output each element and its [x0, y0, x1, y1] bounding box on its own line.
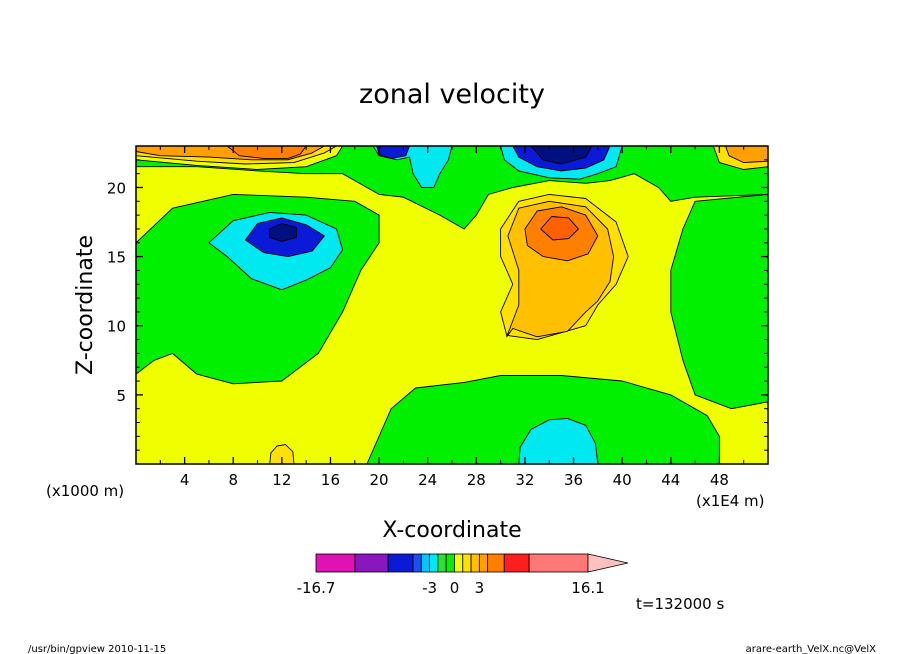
field-darkorange-mid [540, 216, 579, 241]
field-green-right [670, 193, 769, 410]
colorbar-segment [354, 553, 389, 573]
x-tick-label: 8 [228, 471, 238, 489]
colorbar-label: 0 [450, 579, 460, 597]
colorbar-segment [437, 553, 447, 573]
y-tick-label: 15 [107, 249, 126, 267]
x-tick-label: 12 [272, 471, 291, 489]
footer-right: arare-earth_VelX.nc@VelX [746, 644, 877, 654]
colorbar-segment [412, 553, 422, 573]
colorbar-segment [478, 553, 489, 573]
colorbar-segment [387, 553, 414, 573]
colorbar-extend-arrow [587, 553, 629, 573]
colorbar-segment [454, 553, 464, 573]
x-axis: 4 8 12 16 20 24 28 32 36 40 44 48 [159, 146, 745, 489]
x-tick-label: 28 [467, 471, 486, 489]
colorbar-segment [315, 553, 356, 573]
colorbar: -16.7 -3 0 3 16.1 [297, 553, 629, 597]
x-tick-label: 44 [661, 471, 680, 489]
y-axis: 5 10 15 20 [107, 159, 768, 451]
footer-left: /usr/bin/gpview 2010-11-15 [28, 644, 166, 654]
colorbar-label: 3 [475, 579, 485, 597]
field-cyan-bottom [518, 417, 599, 465]
chart-title: zonal velocity [359, 79, 545, 110]
colorbar-label: -16.7 [297, 579, 336, 597]
x-unit-right: (x1E4 m) [696, 492, 765, 510]
x-axis-label: X-coordinate [382, 518, 521, 543]
colorbar-label: -3 [422, 579, 437, 597]
colorbar-segment [462, 553, 472, 573]
time-label: t=132000 s [636, 595, 724, 613]
x-tick-label: 32 [515, 471, 534, 489]
field-darkblue-left [269, 222, 297, 242]
contour-fields [135, 145, 769, 465]
colorbar-segment [445, 553, 455, 573]
colorbar-segment [470, 553, 480, 573]
x-unit-left: (x1000 m) [46, 482, 124, 500]
x-tick-label: 36 [564, 471, 583, 489]
colorbar-label: 16.1 [571, 579, 604, 597]
x-tick-label: 40 [613, 471, 632, 489]
colorbar-segment [503, 553, 530, 573]
y-axis-label: Z-coordinate [73, 235, 98, 375]
x-tick-label: 16 [321, 471, 340, 489]
colorbar-segment [420, 553, 431, 573]
y-tick-label: 5 [116, 387, 126, 405]
x-tick-label: 4 [180, 471, 190, 489]
colorbar-segment [487, 553, 505, 573]
field-green-bottom [366, 375, 720, 465]
colorbar-segment [429, 553, 439, 573]
y-tick-label: 20 [107, 179, 126, 197]
colorbar-segment [528, 553, 589, 573]
y-tick-label: 10 [107, 318, 126, 336]
x-tick-label: 24 [418, 471, 437, 489]
x-tick-label: 20 [370, 471, 389, 489]
x-tick-label: 48 [710, 471, 729, 489]
